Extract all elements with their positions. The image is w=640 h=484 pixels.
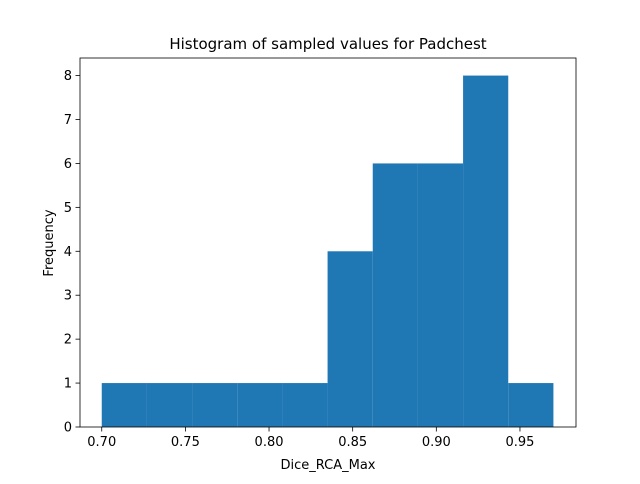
histogram-bar-5 [282, 383, 328, 427]
y-tick-label: 3 [64, 289, 72, 304]
x-tick-label: 0.70 [87, 435, 116, 450]
x-tick-label: 0.85 [338, 435, 367, 450]
y-tick-label: 1 [64, 377, 72, 392]
y-axis-ticks: 0 1 2 3 4 5 6 7 8 [64, 69, 80, 436]
y-tick-label: 8 [64, 69, 72, 84]
histogram-bar-6 [327, 251, 373, 427]
histogram-bar-1 [101, 383, 147, 427]
x-tick-label: 0.75 [171, 435, 200, 450]
y-axis-label: Frequency [42, 209, 57, 276]
x-axis-label: Dice_RCA_Max [281, 458, 376, 473]
chart-title: Histogram of sampled values for Padchest [169, 35, 486, 53]
x-axis-ticks: 0.70 0.75 0.80 0.85 0.90 0.95 [87, 427, 534, 450]
histogram-bar-10 [508, 383, 554, 427]
histogram-bar-3 [192, 383, 238, 427]
y-tick-label: 6 [64, 157, 72, 172]
y-tick-label: 7 [64, 113, 72, 128]
y-tick-label: 0 [64, 421, 72, 436]
histogram-bar-4 [237, 383, 283, 427]
histogram-bar-9 [463, 75, 509, 427]
x-tick-label: 0.95 [505, 435, 534, 450]
y-tick-label: 4 [64, 245, 72, 260]
plot-area-border [79, 57, 577, 428]
histogram-bar-2 [146, 383, 193, 427]
x-tick-label: 0.80 [255, 435, 284, 450]
histogram-bar-7 [372, 163, 418, 427]
histogram-bars [101, 75, 554, 427]
histogram-bar-8 [417, 163, 464, 427]
y-tick-label: 2 [64, 333, 72, 348]
x-tick-label: 0.90 [422, 435, 451, 450]
axes-frame [79, 57, 577, 428]
y-tick-label: 5 [64, 201, 72, 216]
